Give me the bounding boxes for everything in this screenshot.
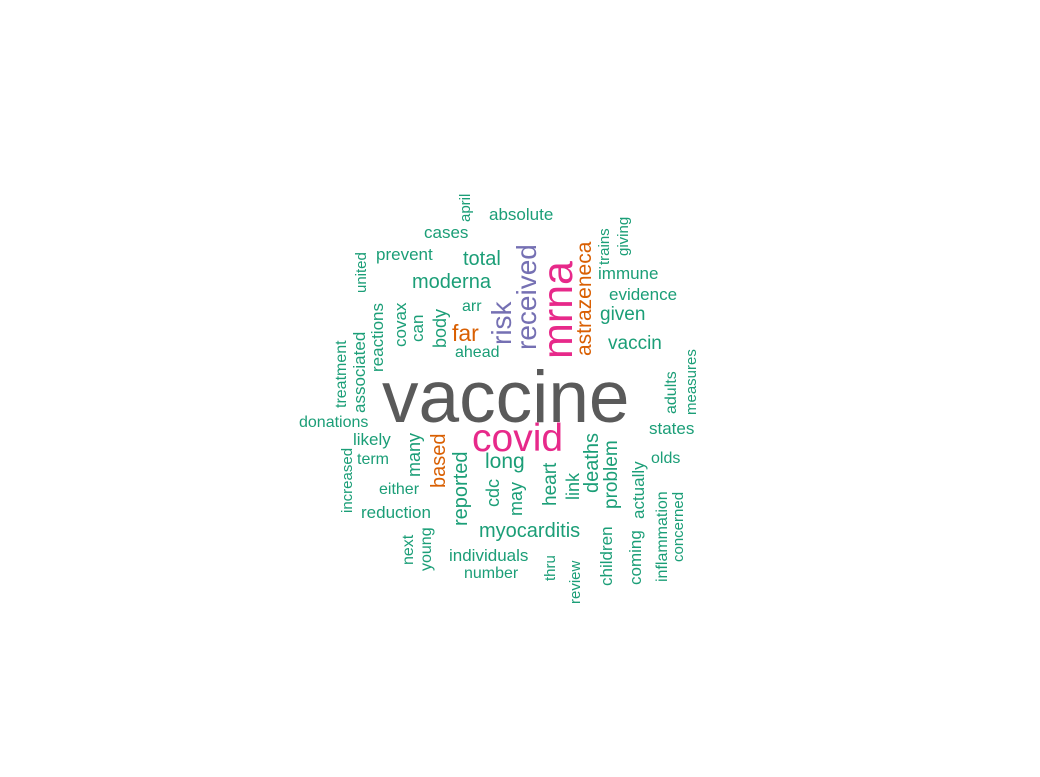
word-concerned: concerned [670, 491, 687, 562]
word-reported: reported [450, 451, 472, 527]
word-can: can [408, 314, 427, 342]
word-actually: actually [629, 461, 648, 519]
word-either: either [379, 481, 420, 498]
word-evidence: evidence [609, 285, 678, 304]
word-may: may [506, 481, 526, 516]
word-received: received [511, 244, 542, 350]
word-states: states [649, 419, 695, 438]
word-long: long [485, 450, 525, 473]
word-trains: trains [596, 228, 613, 265]
word-based: based [428, 433, 450, 489]
word-far: far [452, 320, 479, 346]
word-number: number [464, 565, 519, 582]
word-total: total [463, 248, 501, 270]
word-risk: risk [486, 301, 517, 345]
word-thru: thru [542, 555, 559, 581]
word-inflammation: inflammation [654, 491, 671, 582]
word-increased: increased [339, 447, 356, 513]
word-reactions: reactions [368, 303, 387, 372]
word-likely: likely [353, 430, 391, 449]
word-arr: arr [462, 298, 482, 315]
word-coming: coming [626, 530, 645, 585]
word-deaths: deaths [581, 432, 603, 493]
word-astrazeneca: astrazeneca [573, 241, 596, 356]
word-given: given [600, 304, 646, 325]
word-ahead: ahead [455, 344, 500, 361]
word-cases: cases [424, 223, 469, 242]
word-problem: problem [601, 440, 622, 509]
word-heart: heart [540, 462, 561, 506]
word-vaccine: vaccine [382, 357, 630, 438]
word-review: review [567, 560, 584, 604]
word-april: april [457, 193, 474, 222]
word-covid: covid [472, 417, 564, 460]
word-body: body [430, 308, 450, 348]
word-prevent: prevent [376, 245, 433, 264]
word-many: many [404, 432, 424, 477]
word-measures: measures [683, 349, 700, 415]
word-associated: associated [350, 331, 369, 413]
word-moderna: moderna [412, 271, 491, 293]
word-reduction: reduction [361, 503, 431, 522]
word-cdc: cdc [483, 478, 503, 507]
word-covax: covax [391, 302, 410, 347]
word-next: next [400, 534, 417, 565]
word-vaccin: vaccin [608, 333, 662, 354]
word-myocarditis: myocarditis [479, 520, 581, 542]
word-link: link [563, 472, 583, 500]
word-absolute: absolute [489, 205, 554, 224]
word-donations: donations [299, 414, 369, 431]
word-immune: immune [598, 264, 659, 283]
word-giving: giving [615, 216, 632, 256]
word-olds: olds [651, 450, 681, 467]
word-united: united [353, 252, 370, 293]
word-treatment: treatment [333, 340, 350, 408]
word-young: young [418, 527, 435, 571]
word-term: term [357, 451, 389, 468]
word-individuals: individuals [449, 546, 529, 565]
word-adults: adults [663, 371, 680, 414]
word-children: children [597, 526, 616, 586]
